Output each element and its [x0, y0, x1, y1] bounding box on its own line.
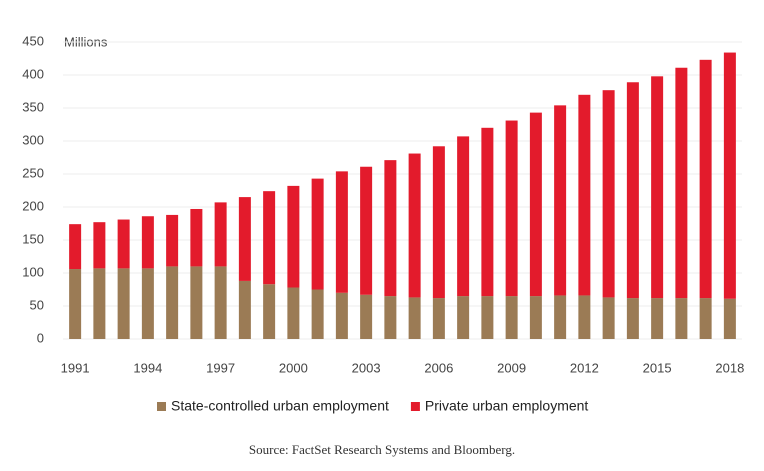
bar-segment — [699, 298, 712, 339]
bar-segment — [238, 197, 251, 281]
x-tick-label: 1997 — [206, 360, 235, 375]
bar-segment — [723, 52, 736, 299]
bar-segment — [675, 67, 688, 299]
bar-segment — [117, 268, 130, 339]
y-tick-label: 150 — [22, 231, 44, 246]
legend-label: State-controlled urban employment — [171, 398, 389, 414]
bar-segment — [529, 296, 542, 339]
bar-segment — [141, 268, 154, 339]
bar-segment — [481, 127, 494, 297]
bar-segment — [93, 268, 106, 339]
bar-segment — [554, 105, 567, 296]
bar-segment — [602, 90, 615, 298]
bar-segment — [360, 294, 373, 339]
legend-swatch — [410, 402, 420, 411]
bar-segment — [529, 112, 542, 297]
y-tick-label: 350 — [22, 99, 44, 114]
bar-segment — [335, 171, 348, 293]
bar-segment — [166, 214, 179, 267]
bar-segment — [602, 297, 615, 339]
y-tick-label: 200 — [22, 198, 44, 213]
bar-segment — [117, 219, 130, 269]
bar-segment — [408, 153, 421, 298]
bar-segment — [141, 216, 154, 269]
bar-segment — [457, 296, 470, 339]
bar-segment — [214, 202, 227, 267]
bar-segment — [578, 295, 591, 339]
bar-segment — [723, 298, 736, 339]
bar-segment — [287, 185, 300, 288]
bar-segment — [675, 298, 688, 339]
bar-segment — [578, 94, 591, 296]
bar-segment — [287, 287, 300, 339]
x-tick-label: 2015 — [643, 360, 672, 375]
x-tick-label: 2003 — [352, 360, 381, 375]
bar-segment — [554, 295, 567, 339]
bar-segment — [481, 296, 494, 339]
bar-segment — [214, 266, 227, 339]
bar-segment — [69, 269, 82, 339]
bar-segment — [360, 166, 373, 295]
y-tick-label: 400 — [22, 66, 44, 81]
bar-segment — [263, 284, 276, 339]
bar-segment — [432, 298, 445, 339]
bar-segment — [311, 178, 324, 290]
y-tick-label: 0 — [37, 330, 44, 345]
bar-segment — [69, 224, 82, 270]
bar-segment — [238, 280, 251, 339]
bar-segment — [651, 298, 664, 339]
legend-swatch — [157, 402, 166, 411]
x-tick-label: 2009 — [497, 360, 526, 375]
bar-segment — [93, 222, 106, 269]
x-tick-label: 2006 — [424, 360, 453, 375]
x-tick-label: 2018 — [715, 360, 744, 375]
bar-segment — [335, 292, 348, 339]
bar-segment — [505, 296, 518, 339]
y-tick-label: 300 — [22, 132, 44, 147]
x-tick-label: 1994 — [133, 360, 162, 375]
bar-segment — [384, 160, 397, 297]
bar-segment — [384, 296, 397, 339]
bar-segment — [651, 76, 664, 299]
y-tick-label: 100 — [22, 264, 44, 279]
y-tick-label: 250 — [22, 165, 44, 180]
bar-segment — [190, 266, 203, 339]
x-tick-label: 2000 — [279, 360, 308, 375]
source: Source: FactSet Research Systems and Blo… — [249, 442, 515, 457]
x-tick-label: 1991 — [61, 360, 90, 375]
bar-segment — [263, 191, 276, 285]
bar-segment — [190, 208, 203, 267]
legend-label: Private urban employment — [425, 398, 589, 414]
bar-segment — [166, 266, 179, 339]
bar-segment — [699, 59, 712, 299]
bar-segment — [626, 82, 639, 299]
x-tick-label: 2012 — [570, 360, 599, 375]
bar-segment — [432, 146, 445, 299]
bar-segment — [626, 298, 639, 339]
bar-segment — [408, 297, 421, 339]
y-tick-label: 450 — [22, 33, 44, 48]
bar-segment — [505, 120, 518, 297]
bar-segment — [311, 289, 324, 339]
bar-segment — [457, 136, 470, 297]
y-tick-label: 50 — [30, 297, 44, 312]
